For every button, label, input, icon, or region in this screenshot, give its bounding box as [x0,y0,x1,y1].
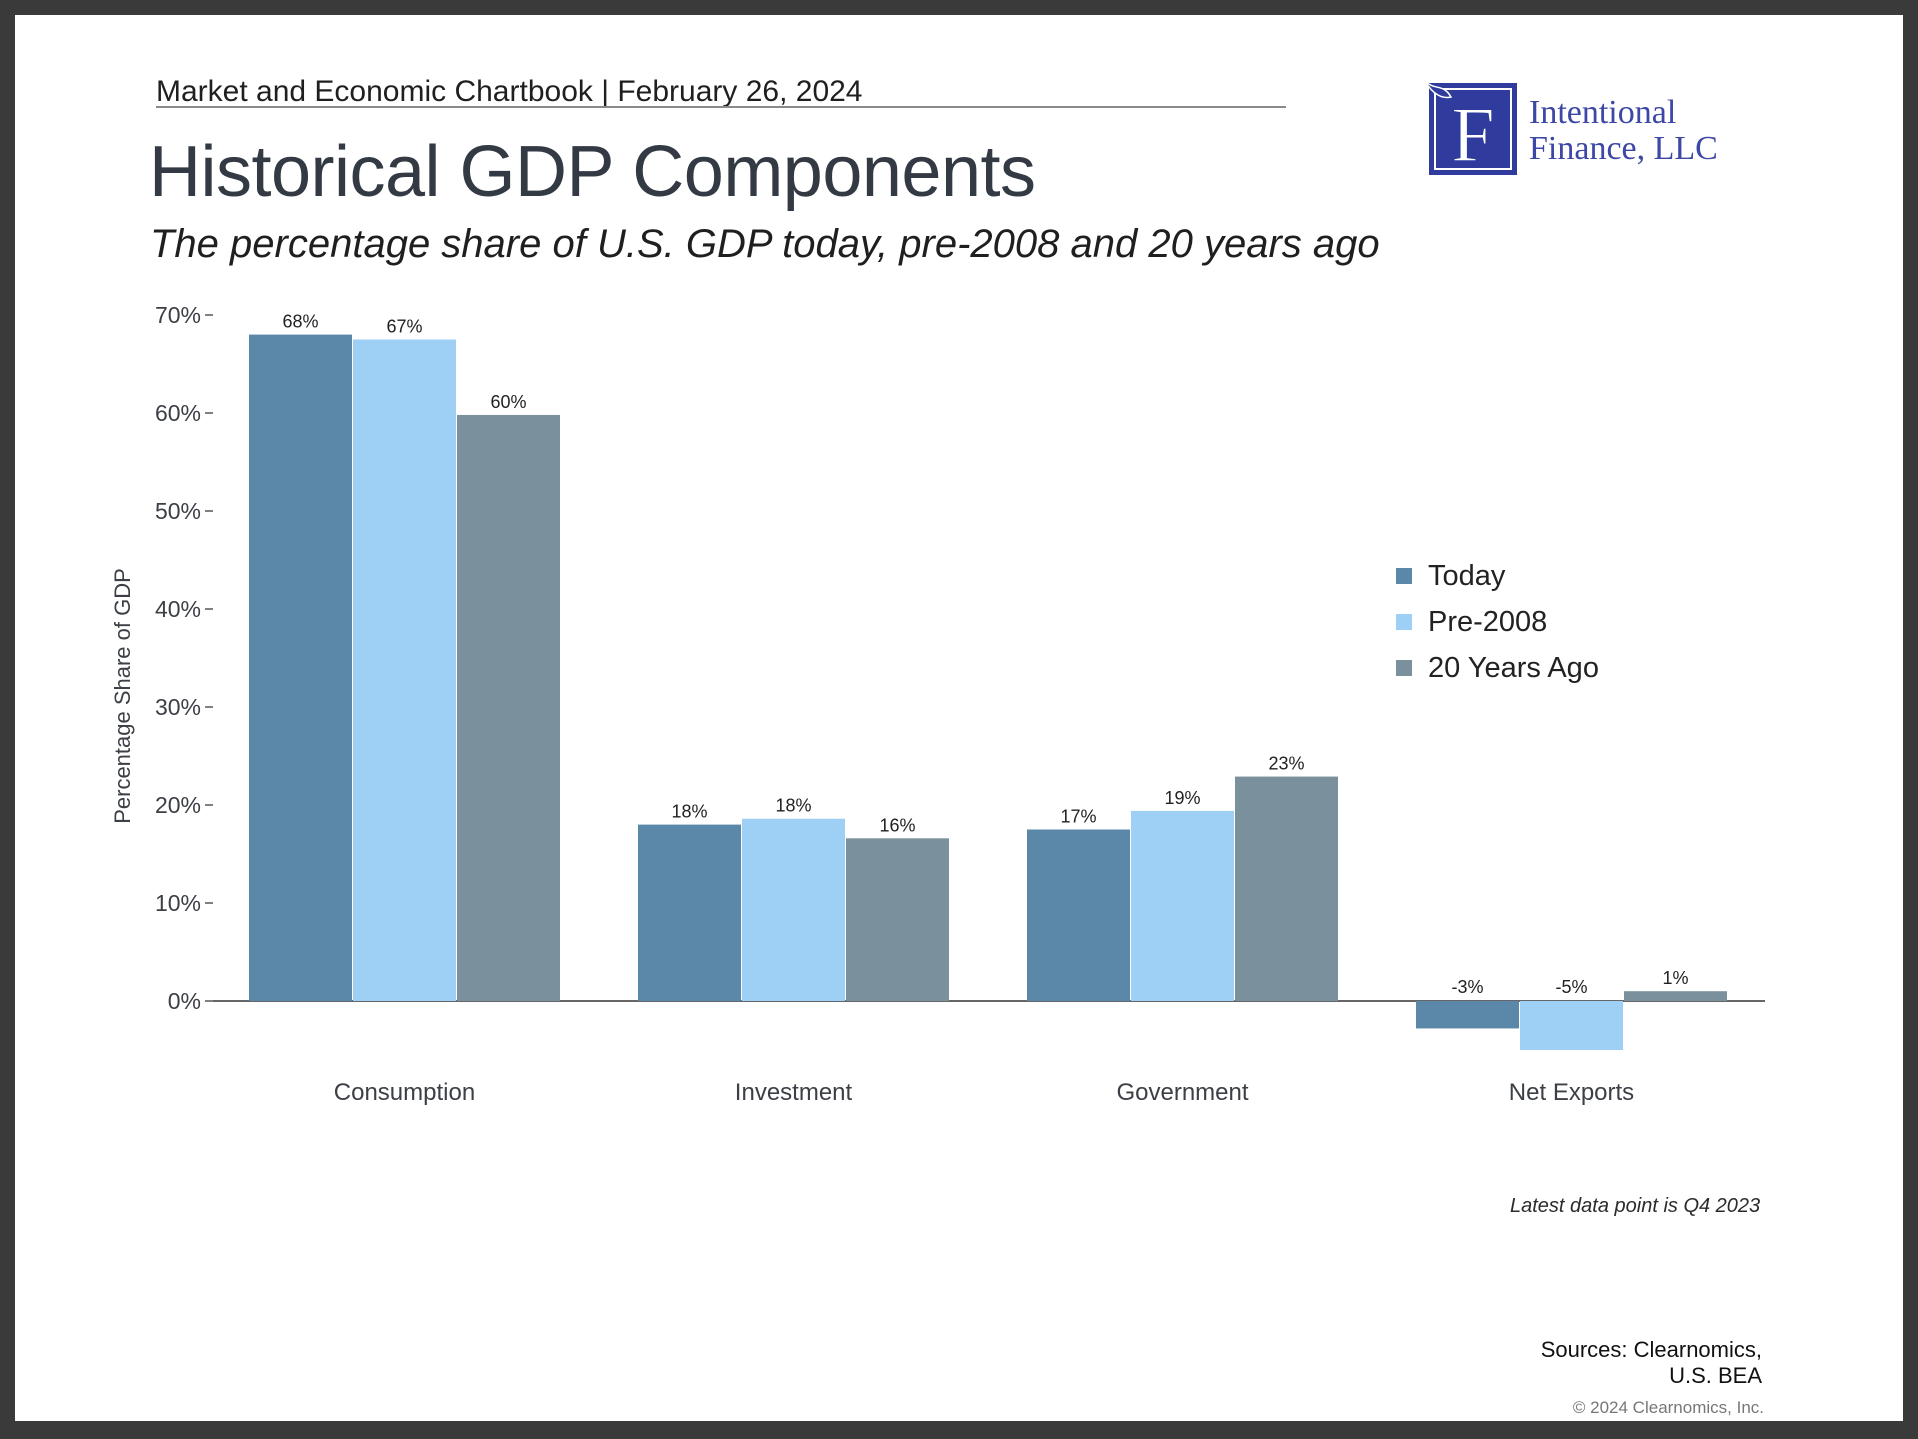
bar [249,334,352,1002]
chart-title: Historical GDP Components [149,132,1036,212]
x-axis: Consumption Investment Government Net Expor… [334,1079,1634,1106]
logo-wordmark: Intentional Finance, LLC [1529,95,1718,167]
bar [1235,776,1338,1001]
copyright-text: © 2024 Clearnomics, Inc. [1572,1398,1764,1417]
legend-swatch [1396,614,1412,630]
logo-letter: F [1451,91,1494,177]
sources-line-2: U.S. BEA [1669,1363,1762,1388]
chart-subtitle: The percentage share of U.S. GDP today, … [150,222,1380,266]
y-tick-label: 10% [155,890,201,916]
bar [638,824,741,1001]
company-logo: F Intentional Finance, LLC [1421,77,1741,195]
bar-data-label: 68% [282,312,318,332]
y-tick-label: 70% [155,302,201,328]
sources-text: Sources: Clearnomics, U.S. BEA [1541,1337,1762,1389]
bar-data-label: 17% [1060,807,1096,827]
bar [1131,810,1234,1001]
chart-slide: Market and Economic Chartbook | February… [15,15,1903,1421]
bar [1624,991,1727,1001]
bar-data-label: 16% [879,815,915,835]
y-tick-label: 60% [155,400,201,426]
bar-data-label: 23% [1268,754,1304,774]
legend-label: Today [1428,560,1506,592]
chartbook-header: Market and Economic Chartbook | February… [156,75,863,108]
bar-data-label: -3% [1451,977,1483,997]
data-label-group: 68% 67% 60% 18% 18% 16% 17% 19% 23% -3% -5% 1% [282,312,1688,997]
y-tick-label: 20% [155,792,201,818]
y-tick-label: 40% [155,596,201,622]
bar-data-label: 19% [1164,788,1200,808]
header-divider [156,106,1286,108]
logo-mark-icon: F [1424,80,1517,179]
sources-line-1: Sources: Clearnomics, [1540,1337,1762,1362]
legend-swatch [1396,568,1412,584]
bar [353,339,456,1001]
y-tick-label: 50% [155,498,201,524]
x-category-label: Government [1116,1079,1248,1106]
x-category-label: Net Exports [1509,1079,1634,1106]
legend-label: Pre-2008 [1428,606,1547,638]
bar [846,838,949,1001]
bar [457,414,560,1002]
logo-line-2: Finance, LLC [1529,130,1718,167]
bar-data-label: 18% [775,796,811,816]
y-tick-label: 30% [155,694,201,720]
bar-data-label: 60% [490,392,526,412]
bar [1520,1001,1623,1050]
legend-swatch [1396,660,1412,676]
bar [1416,1001,1519,1029]
data-note: Latest data point is Q4 2023 [1510,1195,1761,1217]
bar-data-label: 67% [386,317,422,337]
y-axis-title: Percentage Share of GDP [110,568,135,824]
bar-series-group [249,334,1727,1050]
bar-data-label: 1% [1662,968,1688,988]
x-category-label: Consumption [334,1079,475,1106]
bar-chart: 0% 10% 20% 30% 40% 50% 60% 70% 68% 67% 60% 18% 18% 1… [110,302,1765,1106]
bar-data-label: 18% [671,802,707,822]
bar [742,818,845,1001]
legend-label: 20 Years Ago [1428,652,1599,684]
chart-legend: Today Pre-2008 20 Years Ago [1396,560,1599,684]
x-category-label: Investment [735,1079,853,1106]
logo-line-1: Intentional [1529,94,1677,131]
bar [1027,829,1130,1001]
y-tick-label: 0% [168,988,201,1014]
bar-data-label: -5% [1555,977,1587,997]
